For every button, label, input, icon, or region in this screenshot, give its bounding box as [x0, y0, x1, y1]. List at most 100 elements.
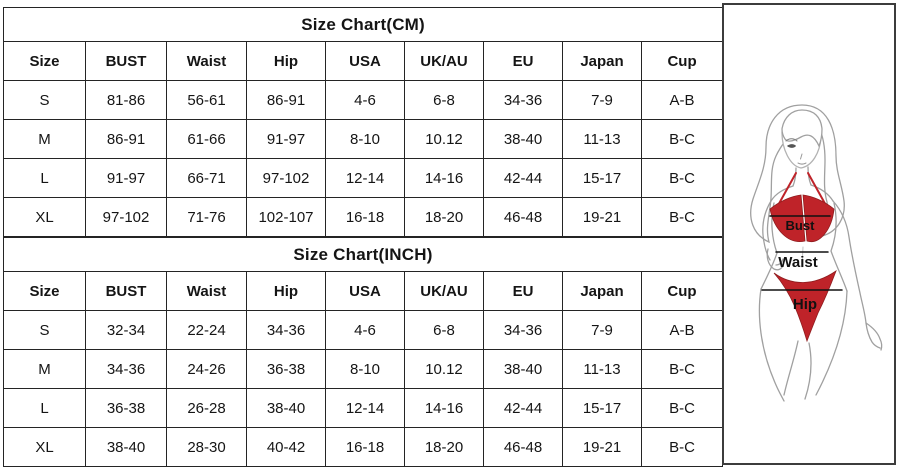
column-header-row: Size BUST Waist Hip USA UK/AU EU Japan Cup: [3, 271, 724, 311]
size-cell: M: [3, 119, 86, 159]
value-cell: 91-97: [246, 119, 326, 159]
value-cell: B-C: [640, 427, 724, 467]
column-header-waist: Waist: [166, 41, 247, 81]
value-cell: 12-14: [325, 388, 405, 428]
value-cell: 61-66: [166, 119, 247, 159]
value-cell: 46-48: [483, 197, 563, 237]
value-cell: 11-13: [562, 119, 642, 159]
value-cell: 8-10: [325, 119, 405, 159]
value-cell: 102-107: [246, 197, 326, 237]
value-cell: B-C: [640, 158, 724, 198]
shoulder-left-line: [770, 185, 794, 202]
hip-label: Hip: [793, 296, 817, 313]
table-row: S 81-86 56-61 86-91 4-6 6-8 34-36 7-9 A-B: [3, 80, 724, 120]
value-cell: 7-9: [562, 310, 642, 350]
column-header-cup: Cup: [640, 41, 724, 81]
measurement-figure-panel: Bust Waist Hip: [722, 3, 896, 465]
value-cell: 26-28: [166, 388, 247, 428]
table-row: M 34-36 24-26 36-38 8-10 10.12 38-40 11-13 B-C: [3, 349, 724, 389]
value-cell: 34-36: [246, 310, 326, 350]
value-cell: 42-44: [483, 158, 563, 198]
column-header-cup: Cup: [640, 271, 724, 311]
column-header-hip: Hip: [246, 271, 326, 311]
table-row: XL 38-40 28-30 40-42 16-18 18-20 46-48 19-21 B-C: [3, 427, 724, 467]
right-arm-line: [832, 200, 867, 324]
value-cell: 11-13: [562, 349, 642, 389]
table-row: XL 97-102 71-76 102-107 16-18 18-20 46-48 19-21…: [3, 197, 724, 237]
bikini-top-right-cup: [802, 194, 835, 242]
size-cell: L: [3, 158, 86, 198]
torso-left-line: [760, 202, 778, 290]
value-cell: 18-20: [404, 197, 484, 237]
value-cell: 34-36: [483, 310, 563, 350]
column-header-size: Size: [3, 41, 86, 81]
table-row: M 86-91 61-66 91-97 8-10 10.12 38-40 11-13 B-C: [3, 119, 724, 159]
value-cell: 6-8: [404, 310, 484, 350]
eyebrow: [785, 138, 798, 142]
nose-line: [800, 153, 803, 160]
value-cell: 15-17: [562, 158, 642, 198]
value-cell: 56-61: [166, 80, 247, 120]
eye: [787, 144, 796, 148]
table-title-row: Size Chart(INCH): [2, 237, 724, 272]
value-cell: 97-102: [246, 158, 326, 198]
value-cell: 19-21: [562, 427, 642, 467]
value-cell: B-C: [640, 388, 724, 428]
column-header-row: Size BUST Waist Hip USA UK/AU EU Japan Cup: [3, 41, 724, 81]
torso-right-line: [830, 202, 848, 292]
waist-label: Waist: [778, 254, 817, 271]
size-chart-inch-body: S 32-34 22-24 34-36 4-6 6-8 34-36 7-9 A-B M 34-36 2…: [3, 310, 724, 467]
value-cell: B-C: [640, 197, 724, 237]
value-cell: 86-91: [85, 119, 167, 159]
table-row: L 36-38 26-28 38-40 12-14 14-16 42-44 15-17 B-C: [3, 388, 724, 428]
table-title-row: Size Chart(CM): [2, 7, 724, 42]
value-cell: 38-40: [483, 349, 563, 389]
value-cell: 38-40: [246, 388, 326, 428]
value-cell: 18-20: [404, 427, 484, 467]
bikini-bottom: [773, 269, 837, 343]
value-cell: A-B: [640, 310, 724, 350]
neck-right-line: [807, 166, 812, 186]
column-header-japan: Japan: [562, 41, 642, 81]
value-cell: 7-9: [562, 80, 642, 120]
bust-label: Bust: [786, 218, 816, 233]
value-cell: 28-30: [166, 427, 247, 467]
value-cell: 34-36: [483, 80, 563, 120]
value-cell: 12-14: [325, 158, 405, 198]
size-chart-inch-title: Size Chart(INCH): [2, 237, 724, 272]
value-cell: 4-6: [325, 310, 405, 350]
shoulder-right-line: [810, 184, 834, 202]
column-header-waist: Waist: [166, 271, 247, 311]
value-cell: 81-86: [85, 80, 167, 120]
value-cell: 97-102: [85, 197, 167, 237]
bikini-top-left-cup: [769, 194, 806, 242]
column-header-bust: BUST: [85, 271, 167, 311]
value-cell: 8-10: [325, 349, 405, 389]
value-cell: 16-18: [325, 427, 405, 467]
column-header-eu: EU: [483, 271, 563, 311]
value-cell: A-B: [640, 80, 724, 120]
size-chart-cm-table: Size Chart(CM) Size BUST Waist Hip USA UK/AU E…: [2, 7, 724, 237]
size-chart-cm-title: Size Chart(CM): [2, 7, 724, 42]
value-cell: 6-8: [404, 80, 484, 120]
size-cell: S: [3, 310, 86, 350]
value-cell: 91-97: [85, 158, 167, 198]
value-cell: 32-34: [85, 310, 167, 350]
value-cell: 42-44: [483, 388, 563, 428]
woman-measurement-illustration: Bust Waist Hip: [750, 104, 883, 402]
value-cell: 40-42: [246, 427, 326, 467]
column-header-usa: USA: [325, 41, 405, 81]
value-cell: 19-21: [562, 197, 642, 237]
value-cell: 10.12: [404, 119, 484, 159]
value-cell: 86-91: [246, 80, 326, 120]
column-header-hip: Hip: [246, 41, 326, 81]
value-cell: 71-76: [166, 197, 247, 237]
value-cell: 14-16: [404, 158, 484, 198]
right-hand-fingers: [865, 322, 883, 351]
size-cell: XL: [3, 197, 86, 237]
size-cell: M: [3, 349, 86, 389]
value-cell: 66-71: [166, 158, 247, 198]
size-chart-cm-body: S 81-86 56-61 86-91 4-6 6-8 34-36 7-9 A-B M 86-91 6…: [3, 80, 724, 237]
belly-center-line: [801, 246, 804, 268]
